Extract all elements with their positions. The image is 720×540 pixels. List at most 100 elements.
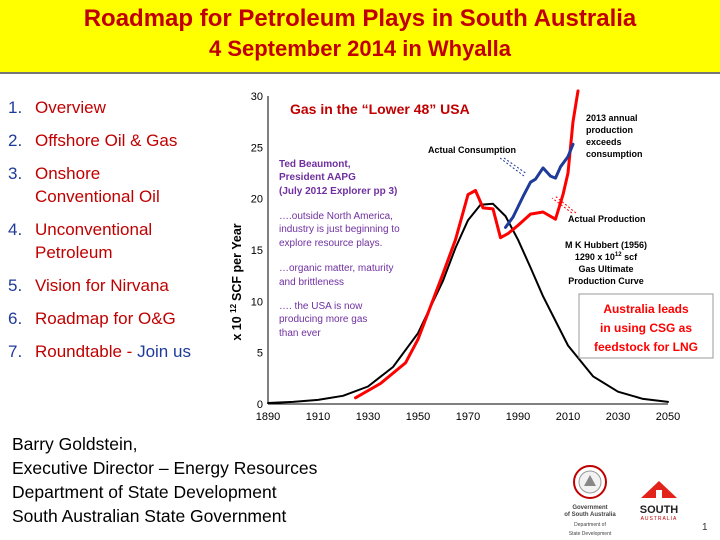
x-tick-label: 2010 bbox=[556, 411, 580, 423]
author-name: Barry Goldstein, bbox=[12, 434, 138, 454]
agenda-number: 1. bbox=[8, 98, 23, 117]
gov-line1: Government bbox=[572, 505, 608, 511]
callout-line: in using CSG as bbox=[600, 321, 692, 335]
y-tick-label: 15 bbox=[251, 245, 263, 257]
hubbert-annotation: M K Hubbert (1956) 1290 x 1012 scf Gas U… bbox=[565, 240, 647, 286]
agenda-item[interactable]: 7. Roundtable - Join us bbox=[8, 340, 248, 363]
annotation-line: M K Hubbert (1956) bbox=[565, 240, 647, 250]
chart-series bbox=[267, 89, 669, 404]
consumption-pointer bbox=[503, 157, 528, 175]
agenda-number: 6. bbox=[8, 309, 23, 328]
annotation-line: Gas Ultimate bbox=[578, 264, 633, 274]
actual-production-label: Actual Production bbox=[568, 214, 646, 224]
annotation-line: than ever bbox=[279, 328, 321, 339]
annotation-line: ….outside North America, bbox=[279, 211, 393, 222]
author-title: Executive Director – Energy Resources bbox=[12, 458, 318, 478]
author-government: South Australian State Government bbox=[12, 506, 287, 526]
sa-roof-icon bbox=[641, 481, 677, 498]
csg-callout: Australia leads in using CSG as feedstoc… bbox=[594, 302, 698, 354]
agenda-number: 3. bbox=[8, 164, 23, 183]
production-pointer bbox=[551, 197, 573, 214]
agenda-label: Vision for Nirvana bbox=[35, 276, 169, 295]
x-tick-label: 1910 bbox=[306, 411, 330, 423]
beaumont-annotation: Ted Beaumont, President AAPG (July 2012 … bbox=[279, 159, 397, 197]
page-number: 1 bbox=[702, 522, 708, 533]
y-tick-labels: 0 5 10 15 20 25 30 bbox=[251, 91, 263, 411]
y-axis-label: x 10 12SCF per Year bbox=[229, 223, 244, 340]
x-tick-labels: 1890 1910 1930 1950 1970 1990 2010 2030 2050 bbox=[256, 411, 680, 423]
agenda-number: 2. bbox=[8, 131, 23, 150]
title-bar: Roadmap for Petroleum Plays in South Aus… bbox=[0, 0, 720, 74]
gov-line4: State Development bbox=[568, 531, 612, 537]
annotation-line: production bbox=[586, 125, 633, 135]
annotation-line: producing more gas bbox=[279, 314, 367, 325]
x-tick-label: 2050 bbox=[656, 411, 680, 423]
slide-subtitle: 4 September 2014 in Whyalla bbox=[208, 36, 512, 61]
government-logo: Government of South Australia Department… bbox=[558, 464, 622, 537]
annotation-line: explore resource plays. bbox=[279, 238, 382, 249]
annotation-line: …organic matter, maturity bbox=[279, 263, 393, 274]
y-tick-label: 5 bbox=[257, 348, 263, 360]
y-tick-label: 30 bbox=[251, 91, 263, 103]
x-tick-label: 1970 bbox=[456, 411, 480, 423]
annotation-line: President AAPG bbox=[279, 172, 356, 183]
gov-line2: of South Australia bbox=[564, 512, 616, 518]
x-tick-label: 2030 bbox=[606, 411, 630, 423]
chart-axes bbox=[267, 96, 668, 405]
crest-icon bbox=[573, 465, 607, 499]
y-tick-label: 0 bbox=[257, 399, 263, 411]
exceeds-annotation: 2013 annual production exceeds consumpti… bbox=[586, 113, 643, 159]
x-tick-label: 1930 bbox=[356, 411, 380, 423]
author-department: Department of State Development bbox=[12, 482, 277, 502]
agenda-item[interactable]: 3. Onshore Conventional Oil bbox=[8, 162, 188, 208]
slide-title: Roadmap for Petroleum Plays in South Aus… bbox=[83, 5, 637, 32]
annotation-line: 2013 annual bbox=[586, 113, 638, 123]
annotation-line: (July 2012 Explorer pp 3) bbox=[279, 186, 397, 197]
x-tick-label: 1950 bbox=[406, 411, 430, 423]
y-tick-label: 25 bbox=[251, 142, 263, 154]
actual-consumption-label: Actual Consumption bbox=[428, 145, 516, 155]
agenda-label-main: Roundtable - bbox=[35, 342, 138, 361]
callout-line: Australia leads bbox=[603, 302, 689, 316]
x-tick-label: 1890 bbox=[256, 411, 280, 423]
agenda-item[interactable]: 1. Overview bbox=[8, 96, 248, 119]
agenda-item[interactable]: 4. Unconventional Petroleum bbox=[8, 218, 178, 264]
agenda-item[interactable]: 2. Offshore Oil & Gas bbox=[8, 129, 248, 152]
sa-logo-word: SOUTH bbox=[639, 504, 679, 516]
actual-production-line bbox=[354, 89, 580, 400]
agenda-item[interactable]: 6. Roadmap for O&G bbox=[8, 307, 248, 330]
agenda-number: 4. bbox=[8, 220, 23, 239]
annotation-line: exceeds bbox=[586, 137, 622, 147]
annotation-line: industry is just beginning to bbox=[279, 224, 400, 235]
quote-annotations: ….outside North America, industry is jus… bbox=[279, 211, 400, 339]
agenda-label: Roadmap for O&G bbox=[35, 309, 176, 328]
y-tick-label: 20 bbox=[251, 194, 263, 206]
agenda-label: Roundtable - Join us bbox=[35, 340, 191, 363]
csg-callout-box bbox=[578, 293, 714, 359]
annotation-line: 1290 x 1012 scf bbox=[575, 252, 638, 262]
annotation-line: and brittleness bbox=[279, 277, 344, 288]
sa-logo-sub: AUSTRALIA bbox=[640, 516, 678, 522]
annotation-line: …. the USA is now bbox=[279, 301, 363, 312]
author-block: Barry Goldstein, Executive Director – En… bbox=[12, 432, 317, 528]
agenda-label: Unconventional Petroleum bbox=[35, 220, 153, 262]
chart-title: Gas in the “Lower 48” USA bbox=[290, 101, 470, 117]
agenda-list: 1. Overview 2. Offshore Oil & Gas 3. Onshor… bbox=[8, 96, 248, 373]
x-tick-label: 1990 bbox=[506, 411, 530, 423]
production-pointer bbox=[554, 195, 577, 214]
agenda-label: Onshore Conventional Oil bbox=[35, 164, 160, 206]
agenda-label: Overview bbox=[35, 98, 106, 117]
callout-line: feedstock for LNG bbox=[594, 340, 698, 354]
consumption-pointer bbox=[499, 157, 525, 177]
y-tick-label: 10 bbox=[251, 296, 263, 308]
agenda-label: Offshore Oil & Gas bbox=[35, 131, 178, 150]
annotation-line: Production Curve bbox=[568, 276, 644, 286]
actual-consumption-line bbox=[504, 142, 575, 229]
annotation-line: Ted Beaumont, bbox=[279, 159, 351, 170]
agenda-number: 7. bbox=[8, 342, 23, 361]
join-us-link[interactable]: Join us bbox=[137, 342, 191, 361]
agenda-item[interactable]: 5. Vision for Nirvana bbox=[8, 274, 248, 297]
annotation-line: consumption bbox=[586, 149, 643, 159]
agenda-number: 5. bbox=[8, 276, 23, 295]
